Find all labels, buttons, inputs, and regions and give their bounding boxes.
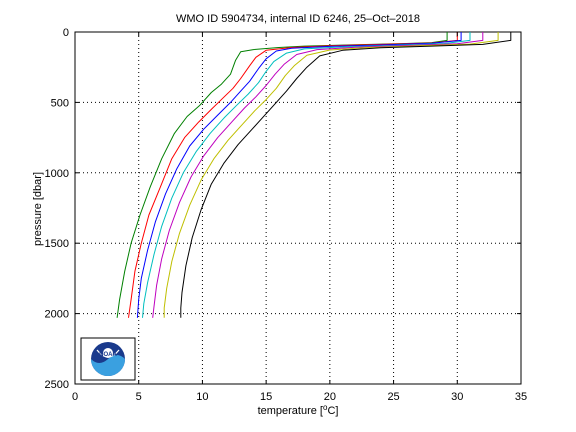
series-layer bbox=[116, 32, 512, 318]
noaa-logo: NOAA bbox=[80, 337, 136, 381]
x-tick-label: 20 bbox=[324, 391, 336, 403]
profile-line-6 bbox=[163, 32, 499, 318]
x-tick-label: 25 bbox=[387, 391, 399, 403]
profile-line-4 bbox=[142, 32, 471, 318]
y-tick-label: 1500 bbox=[45, 238, 69, 250]
profile-line-2 bbox=[128, 32, 458, 318]
x-axis-ticks: 0 5 10 15 20 25 30 35 bbox=[72, 32, 527, 403]
x-tick-label: 10 bbox=[196, 391, 208, 403]
y-tick-label: 500 bbox=[51, 97, 69, 109]
x-axis-label: temperature [oC] bbox=[258, 403, 339, 417]
profile-line-7 bbox=[180, 32, 512, 318]
x-tick-label: 15 bbox=[260, 391, 272, 403]
y-axis-ticks: 0 500 1000 1500 2000 2500 bbox=[45, 27, 521, 391]
y-tick-label: 0 bbox=[63, 27, 69, 39]
y-axis-label: pressure [dbar] bbox=[32, 172, 44, 246]
x-axis-label-unit: C] bbox=[327, 405, 338, 417]
x-axis-label-degree: o bbox=[323, 403, 328, 412]
y-tick-label: 2500 bbox=[45, 379, 69, 391]
x-tick-label: 35 bbox=[515, 391, 527, 403]
y-tick-label: 2000 bbox=[45, 309, 69, 321]
x-tick-label: 0 bbox=[72, 391, 78, 403]
chart-title: WMO ID 5904734, internal ID 6246, 25–Oct… bbox=[176, 13, 420, 25]
x-axis-label-main: temperature [ bbox=[258, 405, 323, 417]
y-tick-label: 1000 bbox=[45, 168, 69, 180]
profile-line-5 bbox=[152, 32, 484, 318]
axes-frame bbox=[74, 31, 522, 385]
svg-text:NOAA: NOAA bbox=[99, 352, 117, 358]
x-tick-label: 5 bbox=[136, 391, 142, 403]
profile-line-3 bbox=[136, 32, 462, 318]
grid-lines bbox=[75, 32, 521, 384]
x-tick-label: 30 bbox=[451, 391, 463, 403]
plot-area bbox=[74, 31, 522, 385]
